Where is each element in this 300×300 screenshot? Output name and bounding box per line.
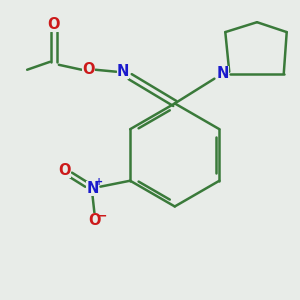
Text: N: N: [86, 181, 99, 196]
Text: N: N: [117, 64, 129, 79]
Text: O: O: [48, 17, 60, 32]
Text: −: −: [97, 210, 108, 223]
Text: O: O: [82, 62, 95, 77]
Text: N: N: [216, 66, 229, 81]
Text: +: +: [95, 177, 104, 187]
Text: O: O: [88, 213, 101, 228]
Text: O: O: [58, 163, 71, 178]
